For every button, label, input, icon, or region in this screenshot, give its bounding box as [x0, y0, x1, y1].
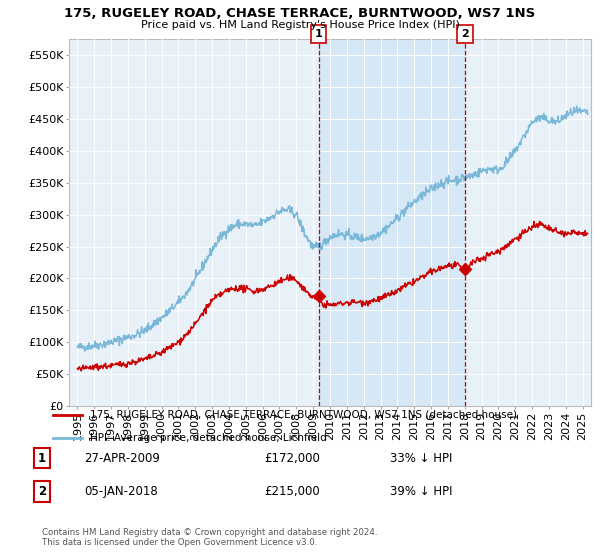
Text: 175, RUGELEY ROAD, CHASE TERRACE, BURNTWOOD, WS7 1NS: 175, RUGELEY ROAD, CHASE TERRACE, BURNTW…	[64, 7, 536, 20]
Text: 2: 2	[461, 29, 469, 39]
Text: Price paid vs. HM Land Registry's House Price Index (HPI): Price paid vs. HM Land Registry's House …	[140, 20, 460, 30]
Text: 1: 1	[314, 29, 322, 39]
Text: 39% ↓ HPI: 39% ↓ HPI	[390, 485, 452, 498]
Text: 1: 1	[38, 451, 46, 465]
Text: Contains HM Land Registry data © Crown copyright and database right 2024.
This d: Contains HM Land Registry data © Crown c…	[42, 528, 377, 547]
Text: 27-APR-2009: 27-APR-2009	[84, 451, 160, 465]
Text: £172,000: £172,000	[264, 451, 320, 465]
Text: 33% ↓ HPI: 33% ↓ HPI	[390, 451, 452, 465]
Text: HPI: Average price, detached house, Lichfield: HPI: Average price, detached house, Lich…	[89, 433, 326, 443]
Bar	[319, 39, 465, 406]
Text: £215,000: £215,000	[264, 485, 320, 498]
Text: 175, RUGELEY ROAD, CHASE TERRACE, BURNTWOOD, WS7 1NS (detached house): 175, RUGELEY ROAD, CHASE TERRACE, BURNTW…	[89, 410, 517, 420]
Text: 2: 2	[38, 485, 46, 498]
Text: 05-JAN-2018: 05-JAN-2018	[84, 485, 158, 498]
